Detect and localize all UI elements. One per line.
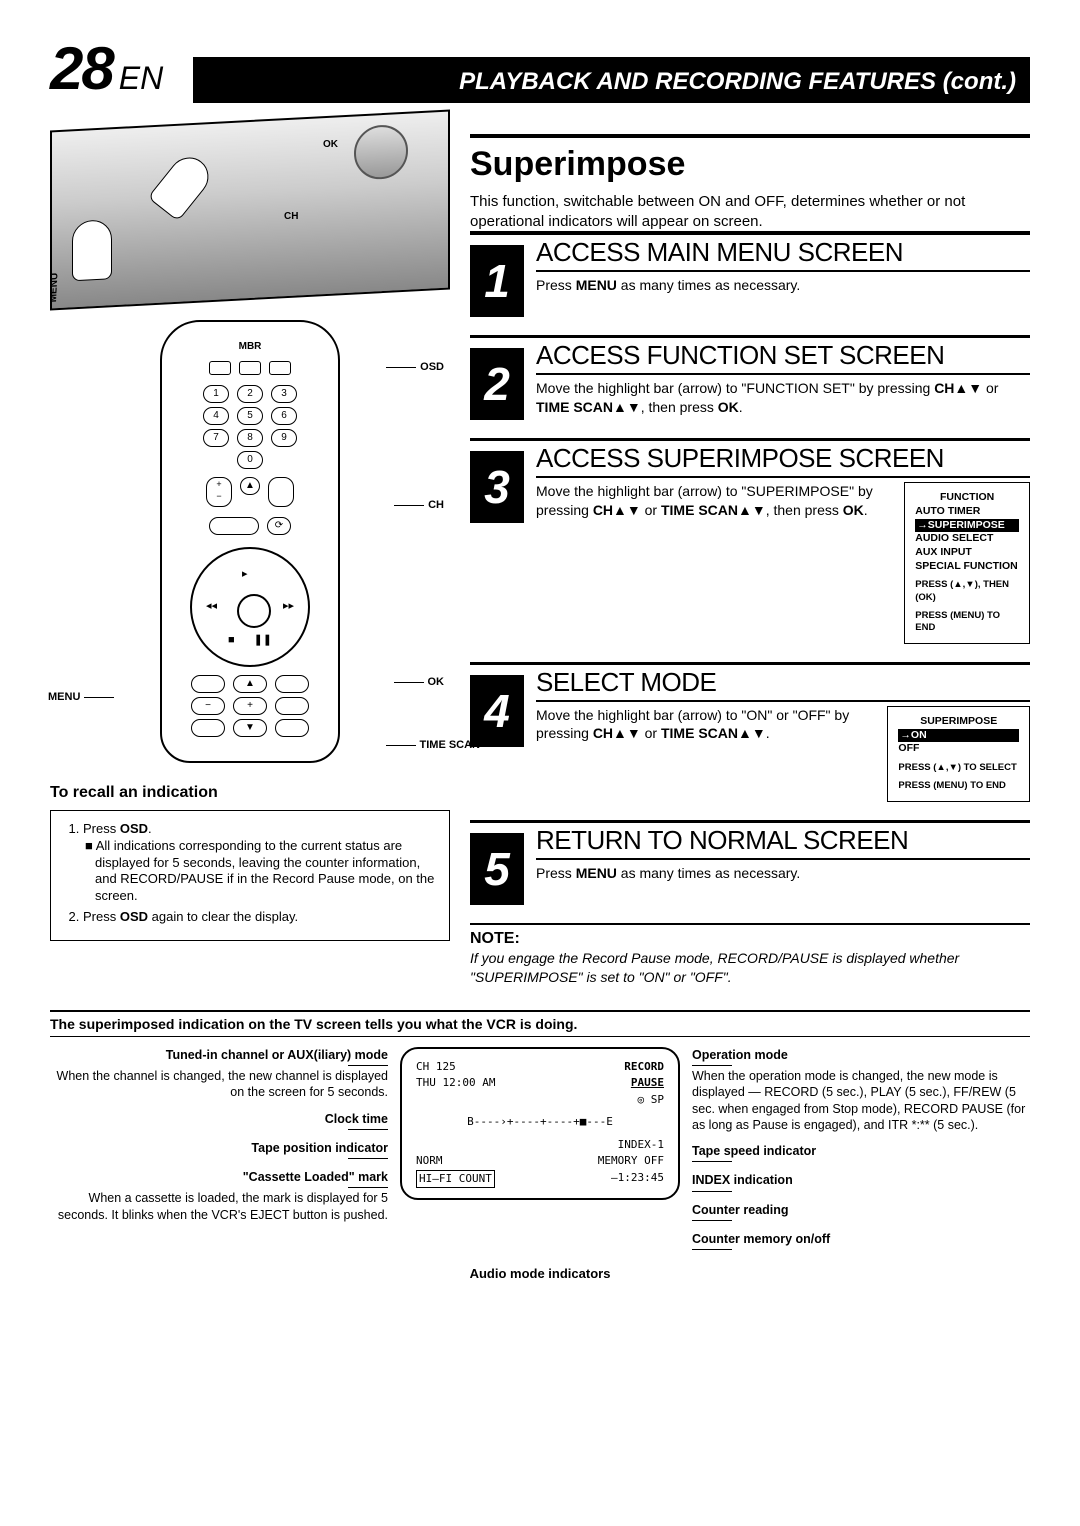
step-number: 5 [470,833,524,905]
tv-screen: CH 125RECORD THU 12:00 AMPAUSE ◎ SP B---… [400,1047,680,1201]
step-number: 4 [470,675,524,747]
osd-screen: SUPERIMPOSE→ONOFF PRESS (▲,▼) TO SELECTP… [887,706,1030,802]
page-number: 28 [50,30,113,108]
page-header: 28 EN PLAYBACK AND RECORDING FEATURES (c… [50,30,1030,108]
indicator-item: Tape position indicator [50,1140,388,1159]
recall-box: Press OSD. ■ All indications correspondi… [50,810,450,941]
intro-text: This function, switchable between ON and… [470,192,1030,231]
indicator-item: Tape speed indicator [692,1143,1030,1162]
step-text: Move the highlight bar (arrow) to "FUNCT… [536,379,1030,415]
vcr-label-ok: OK [323,138,338,151]
bottom-heading: The superimposed indication on the TV sc… [50,1010,1030,1037]
indicator-item: Tuned-in channel or AUX(iliary) modeWhen… [50,1047,388,1101]
step: 1 ACCESS MAIN MENU SCREEN Press MENU as … [470,231,1030,317]
vcr-label-menu: MENU [50,272,62,302]
note-title: NOTE: [470,923,1030,950]
tv-right-labels: Operation modeWhen the operation mode is… [692,1047,1030,1260]
recall-title: To recall an indication [50,783,450,804]
indicator-item: INDEX indication [692,1172,1030,1191]
step-text: Press MENU as many times as necessary. [536,864,800,882]
indicator-item: Clock time [50,1111,388,1130]
indicator-item: Operation modeWhen the operation mode is… [692,1047,1030,1133]
step: 4 SELECT MODE Move the highlight bar (ar… [470,662,1030,802]
indicator-item: "Cassette Loaded" markWhen a cassette is… [50,1169,388,1223]
header-bar: PLAYBACK AND RECORDING FEATURES (cont.) [193,57,1030,103]
recall-item: Press OSD again to clear the display. [83,909,435,926]
step-text: Move the highlight bar (arrow) to "SUPER… [536,482,888,518]
indicator-item: Counter memory on/off [692,1231,1030,1250]
step-number: 2 [470,348,524,420]
recall-item: Press OSD. ■ All indications correspondi… [83,821,435,905]
remote-wrapper: MBR 123 456 789 0 +− ▲ ⟳ ▸ ◂◂ ▸▸ [50,320,450,763]
step: 2 ACCESS FUNCTION SET SCREEN Move the hi… [470,335,1030,420]
step-title: ACCESS SUPERIMPOSE SCREEN [536,445,1030,478]
step-text: Press MENU as many times as necessary. [536,276,800,294]
audio-mode-label: Audio mode indicators [50,1266,1030,1283]
tv-left-labels: Tuned-in channel or AUX(iliary) modeWhen… [50,1047,388,1233]
vcr-illustration: OK CH MENU [50,110,450,311]
remote-label-menu: MENU [48,690,114,704]
section-title: Superimpose [470,134,1030,186]
lang-code: EN [119,58,163,100]
step-title: RETURN TO NORMAL SCREEN [536,827,1030,860]
remote-illustration: MBR 123 456 789 0 +− ▲ ⟳ ▸ ◂◂ ▸▸ [160,320,340,763]
step-number: 1 [470,245,524,317]
remote-label-osd: OSD [386,360,444,374]
step: 3 ACCESS SUPERIMPOSE SCREEN Move the hig… [470,438,1030,644]
header-title: PLAYBACK AND RECORDING FEATURES (cont.) [193,57,1030,103]
remote-label-ok: OK [394,675,445,689]
bottom-section: The superimposed indication on the TV sc… [50,1010,1030,1283]
steps-list: 1 ACCESS MAIN MENU SCREEN Press MENU as … [470,231,1030,904]
note-body: If you engage the Record Pause mode, REC… [470,949,1030,985]
vcr-label-ch: CH [284,210,298,223]
remote-brand: MBR [174,340,326,353]
step: 5 RETURN TO NORMAL SCREEN Press MENU as … [470,820,1030,905]
indicator-item: Counter reading [692,1202,1030,1221]
step-title: ACCESS MAIN MENU SCREEN [536,239,1030,272]
step-text: Move the highlight bar (arrow) to "ON" o… [536,706,871,742]
step-number: 3 [470,451,524,523]
osd-screen: FUNCTIONAUTO TIMER→SUPERIMPOSEAUDIO SELE… [904,482,1030,643]
jog-ring-icon: ▸ ◂◂ ▸▸ ■ ❚❚ [190,547,310,667]
hand-icon [72,219,112,281]
hand-icon [147,150,216,222]
step-title: SELECT MODE [536,669,1030,702]
remote-label-ch: CH [394,498,444,512]
step-title: ACCESS FUNCTION SET SCREEN [536,342,1030,375]
remote-label-timescan: TIME SCAN [386,738,481,752]
